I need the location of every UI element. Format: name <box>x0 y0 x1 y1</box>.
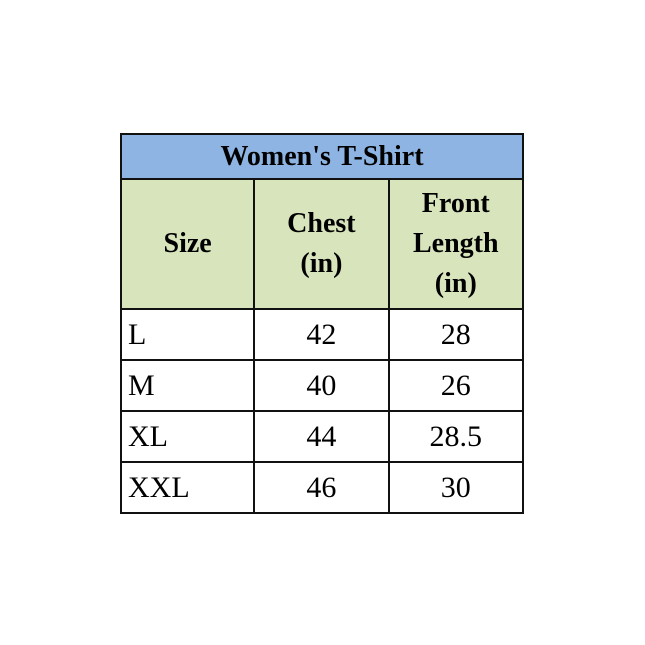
front-length-cell: 26 <box>387 359 525 412</box>
size-cell: XXL <box>119 461 256 514</box>
table-row: XL 44 28.5 <box>119 410 525 463</box>
front-length-cell: 28 <box>387 308 525 361</box>
chest-cell: 42 <box>253 308 390 361</box>
header-front-length: Front Length (in) <box>387 178 525 310</box>
chest-cell: 46 <box>253 461 390 514</box>
front-length-cell: 30 <box>387 461 525 514</box>
table-row: M 40 26 <box>119 359 525 412</box>
header-size: Size <box>119 178 256 310</box>
table-row: XXL 46 30 <box>119 461 525 514</box>
header-chest: Chest (in) <box>253 178 390 310</box>
front-length-cell: 28.5 <box>387 410 525 463</box>
chest-cell: 40 <box>253 359 390 412</box>
size-cell: L <box>119 308 256 361</box>
size-cell: XL <box>119 410 256 463</box>
chest-cell: 44 <box>253 410 390 463</box>
size-cell: M <box>119 359 256 412</box>
table-row: L 42 28 <box>119 308 525 361</box>
table-title: Women's T-Shirt <box>120 133 524 180</box>
size-chart-table: Women's T-Shirt Size Chest (in) Front Leng… <box>119 133 525 514</box>
